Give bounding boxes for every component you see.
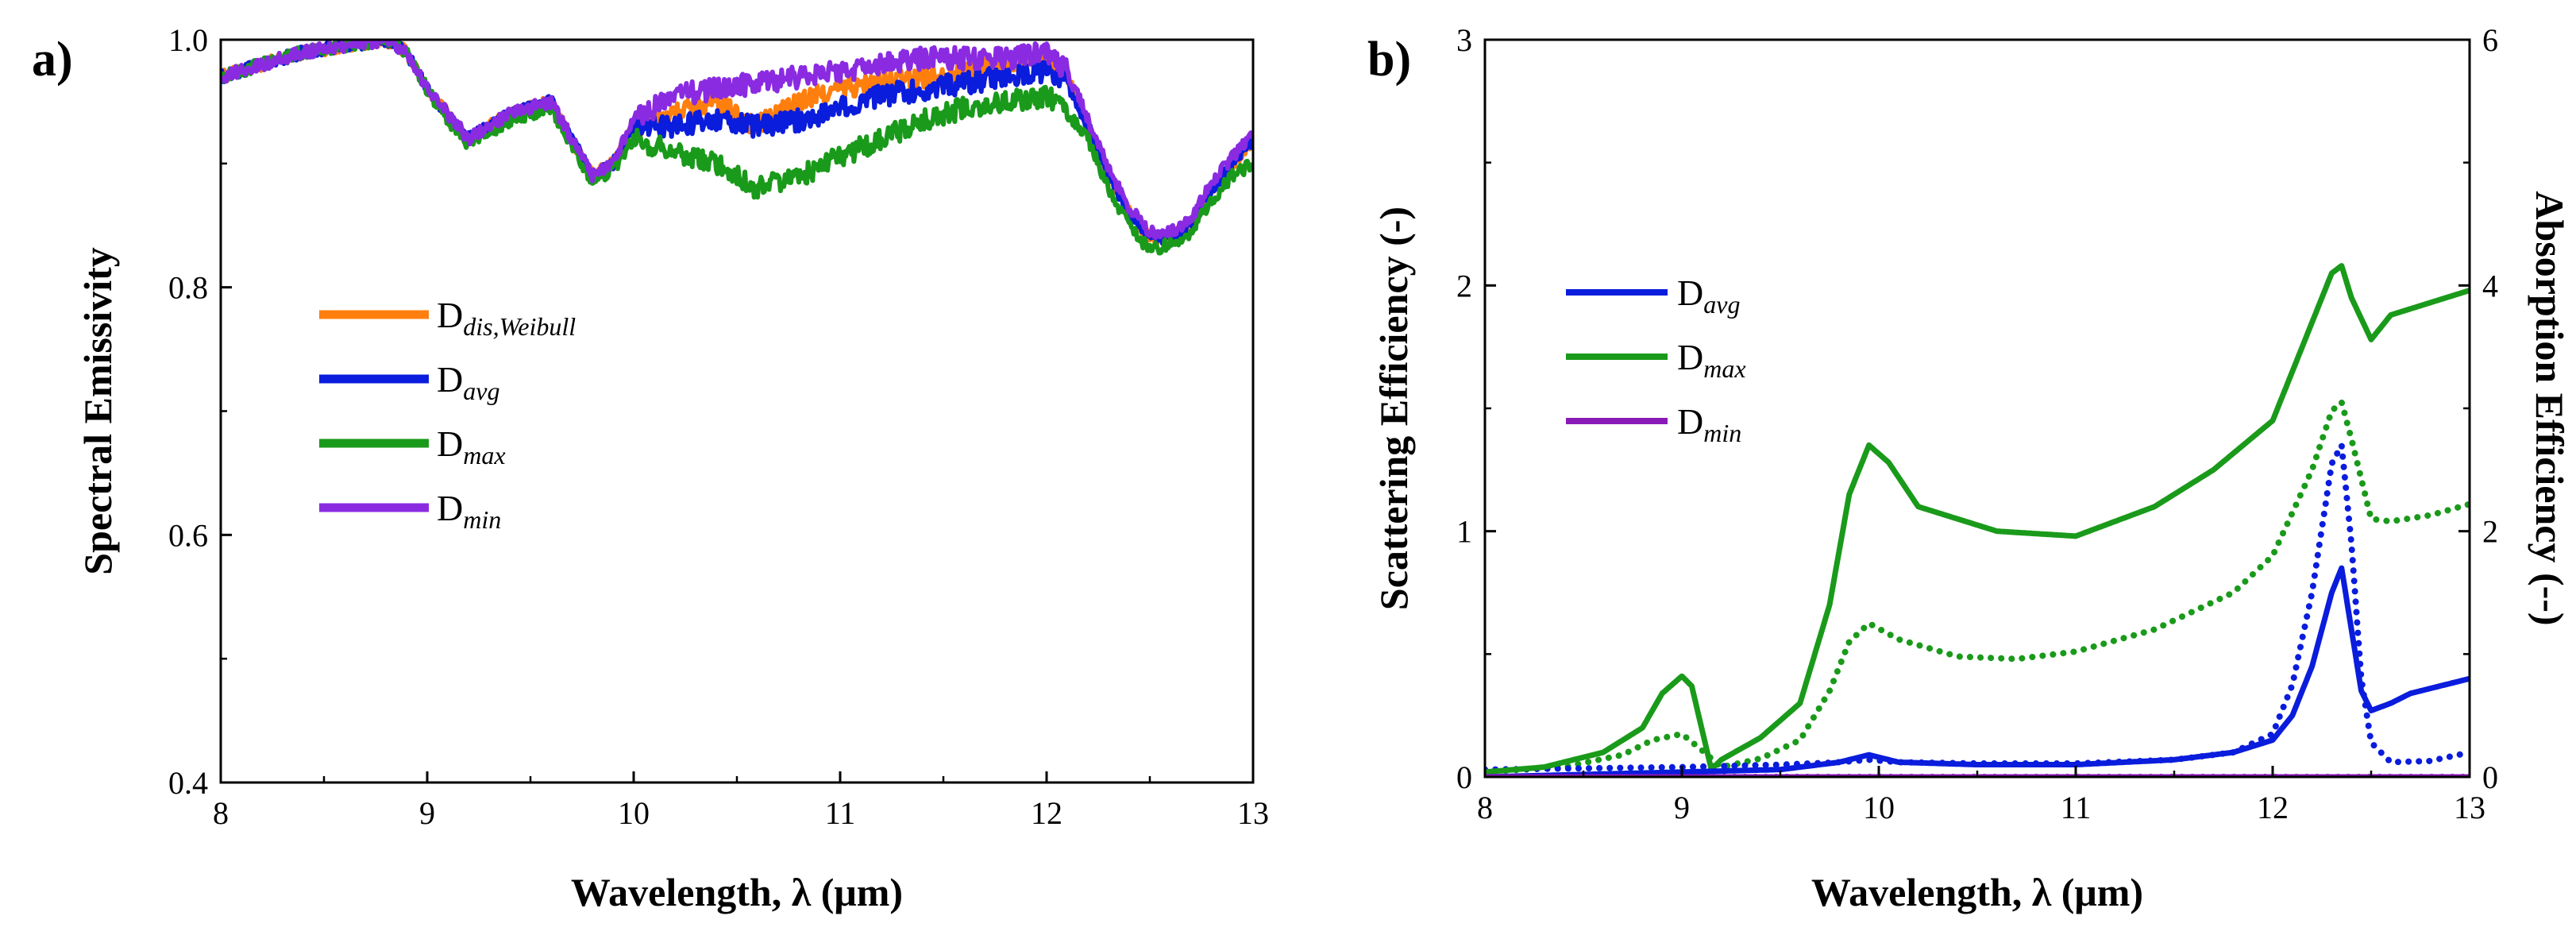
y-tick-label-b: 0	[1456, 759, 1472, 795]
y2-tick-label-b: 0	[2482, 759, 2498, 795]
series-group-a	[221, 40, 1253, 256]
legend-entry-a-label: Davg	[437, 359, 499, 405]
y2-axis-title-b: Absorption Efficiency (--)	[2528, 191, 2572, 625]
x-tick-label-b: 13	[2454, 790, 2485, 825]
absorption-line-max	[1485, 399, 2470, 775]
x-tick-label-b: 10	[1863, 790, 1895, 825]
x-axis-title-a: Wavelength, λ (μm)	[571, 870, 903, 914]
y-axis-title-b: Scattering Efficiency (-)	[1371, 207, 1416, 610]
legend-entry-b-label: Dmin	[1677, 401, 1741, 447]
x-tick-label-a: 12	[1031, 795, 1062, 831]
series-line-avg	[221, 40, 1253, 246]
scattering-line-avg	[1485, 565, 2470, 777]
legend-entry-a-label: Ddis,Weibull	[437, 295, 576, 341]
y-tick-label-a: 1.0	[168, 22, 208, 58]
y2-tick-label-b: 2	[2482, 514, 2498, 550]
y-tick-label-b: 3	[1456, 22, 1472, 58]
legend-entry-b-label: Dmax	[1677, 337, 1746, 383]
y2-tick-label-b: 6	[2482, 22, 2498, 58]
chart-a: a) 8 9 10 11 12 13 0.4 0.6 0.8 1.0 Wavelength, λ (μ…	[32, 22, 1269, 914]
x-tick-label-a: 13	[1237, 795, 1269, 831]
legend-entry-b-label: Davg	[1677, 272, 1740, 319]
x-tick-label-a: 8	[213, 795, 229, 831]
x-tick-label-b: 11	[2061, 790, 2092, 825]
y-tick-label-a: 0.8	[168, 270, 208, 306]
legend-entry-a-label: Dmax	[437, 423, 506, 470]
y2-tick-label-b: 4	[2482, 268, 2498, 303]
absorption-line-avg	[1485, 442, 2470, 773]
x-axis-title-b: Wavelength, λ (μm)	[1811, 870, 2143, 914]
y-tick-label-b: 1	[1456, 514, 1472, 550]
y-tick-label-a: 0.6	[168, 517, 208, 553]
panel-label-a: a)	[32, 33, 73, 87]
legend-a: Ddis,Weibull Davg Dmax Dmin	[319, 295, 576, 534]
y-tick-label-a: 0.4	[168, 765, 208, 801]
y-axis-title-a: Spectral Emissivity	[75, 247, 120, 574]
x-tick-label-b: 9	[1674, 790, 1690, 825]
x-tick-label-a: 9	[419, 795, 435, 831]
series-line-min	[221, 40, 1253, 241]
series-group-b	[1485, 263, 2470, 777]
x-tick-label-b: 12	[2257, 790, 2289, 825]
x-tick-label-a: 10	[618, 795, 650, 831]
legend-entry-a-label: Dmin	[437, 488, 501, 534]
x-tick-label-a: 11	[825, 795, 856, 831]
plot-frame-b	[1483, 38, 2471, 779]
y-tick-label-b: 2	[1456, 268, 1472, 303]
series-line-max	[221, 40, 1253, 256]
legend-b: Davg Dmax Dmin	[1566, 272, 1746, 447]
scattering-line-max	[1485, 263, 2470, 775]
x-tick-label-b: 8	[1477, 790, 1493, 825]
panel-label-b: b)	[1367, 33, 1411, 87]
